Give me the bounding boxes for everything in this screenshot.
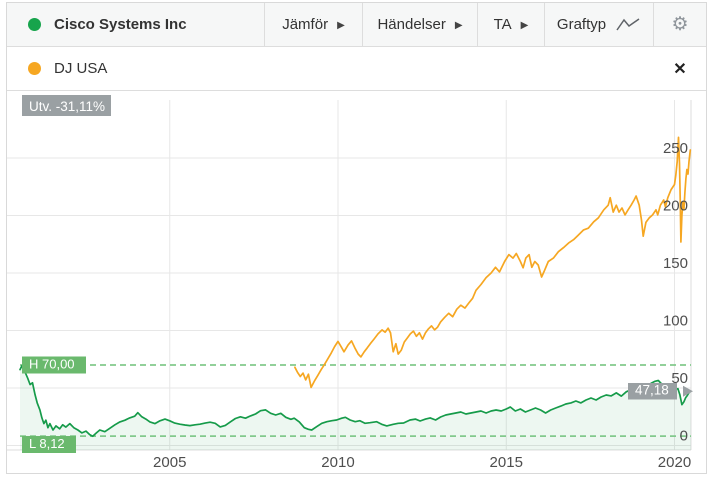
instrument-status-dot (28, 18, 41, 31)
compare-legend-row: DJ USA ✕ (7, 47, 706, 91)
y-axis-label: 50 (671, 370, 688, 387)
chart-canvas[interactable]: Utv. -31,11% H 70,00 L 8,12 47,18 0 50 100 150 2… (7, 91, 706, 471)
submenu-arrow-icon: ▶ (337, 19, 345, 31)
x-axis-label: 2020 (658, 454, 691, 471)
high-badge (22, 356, 86, 374)
y-axis-label: 0 (680, 428, 688, 445)
last-value-marker-icon (683, 385, 693, 397)
svg-text:Utv. -31,11%: Utv. -31,11% (29, 99, 105, 114)
menu-handelser[interactable]: Händelser ▶ (362, 3, 477, 46)
close-icon: ✕ (673, 60, 687, 78)
y-axis-label: 150 (663, 255, 688, 272)
gear-icon: ⚙ (671, 14, 689, 35)
submenu-arrow-icon: ▶ (520, 19, 529, 31)
x-axis-label: 2015 (490, 454, 523, 471)
y-axis-label: 200 (663, 198, 688, 215)
menu-graftyp[interactable]: Graftyp (544, 3, 653, 46)
performance-badge (22, 95, 111, 116)
settings-button[interactable]: ⚙ (653, 3, 706, 46)
x-axis-label: 2010 (321, 454, 354, 471)
svg-text:L 8,12: L 8,12 (29, 436, 65, 451)
menu-jamfor[interactable]: Jämför ▶ (264, 3, 362, 46)
x-axis-label: 2005 (153, 454, 186, 471)
chart-widget: Cisco Systems Inc Jämför ▶ Händelser ▶ T… (6, 2, 707, 474)
line-chart-icon (616, 17, 640, 30)
y-axis-label: 250 (663, 140, 688, 157)
remove-compare-button[interactable]: ✕ (654, 59, 706, 79)
toolbar: Cisco Systems Inc Jämför ▶ Händelser ▶ T… (7, 3, 706, 47)
last-value-badge (628, 383, 677, 400)
svg-text:47,18: 47,18 (635, 383, 669, 398)
price-chart[interactable]: Utv. -31,11% H 70,00 L 8,12 47,18 0 50 100 150 2… (7, 91, 706, 471)
svg-text:H 70,00: H 70,00 (29, 357, 75, 372)
y-axis-label: 100 (663, 313, 688, 330)
compare-series-dot (28, 62, 41, 75)
instrument-header: Cisco Systems Inc (7, 16, 264, 33)
instrument-name: Cisco Systems Inc (54, 16, 187, 33)
low-badge (22, 436, 76, 453)
compare-series-name: DJ USA (54, 60, 108, 77)
compare-series: DJ USA (7, 60, 654, 77)
submenu-arrow-icon: ▶ (454, 19, 463, 31)
menu-ta[interactable]: TA ▶ (477, 3, 544, 46)
